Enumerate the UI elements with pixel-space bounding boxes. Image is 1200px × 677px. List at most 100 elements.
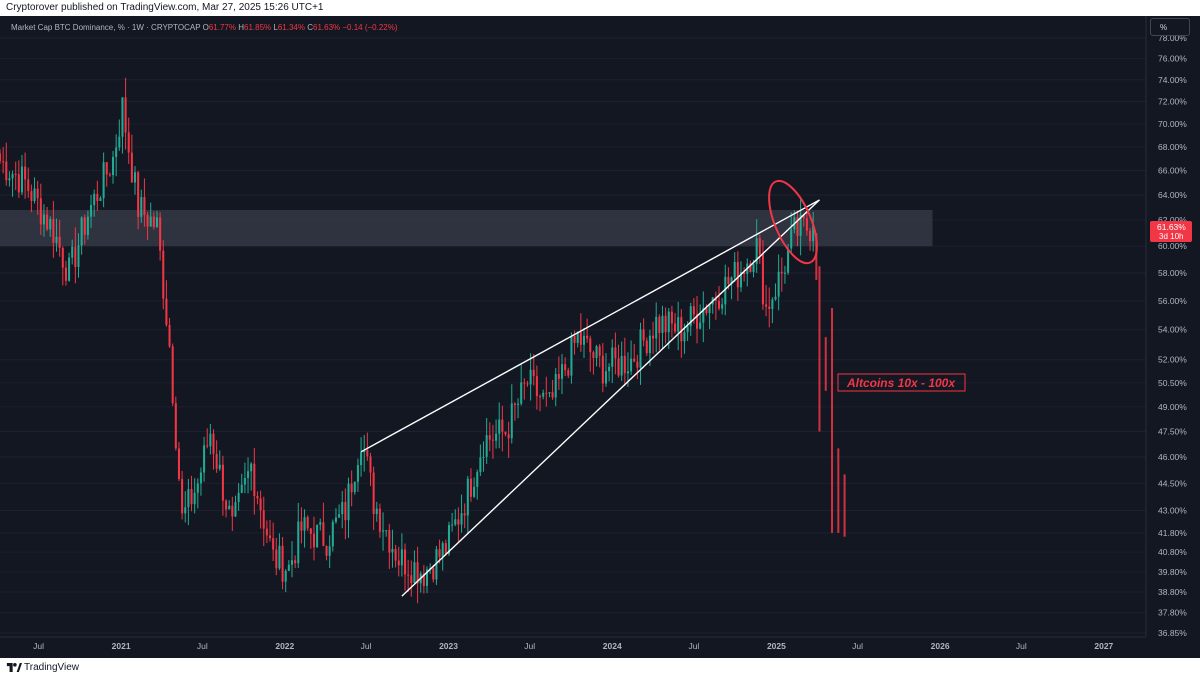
chart-area[interactable]: Altcoins 10x - 100x 78.00% 76.00% 74.00% 72… [0, 16, 1200, 658]
candle-body [334, 517, 337, 522]
candle-body [495, 433, 498, 441]
candle-body [306, 517, 309, 529]
projection-bar [837, 448, 840, 533]
price-axis[interactable]: 78.00% 76.00% 74.00% 72.00% 70.00% 68.00% 66.0… [1158, 33, 1187, 638]
candle-body [137, 172, 140, 217]
y-tick-label: 36.85% [1158, 628, 1187, 638]
candle-body [253, 463, 256, 497]
y-tick-label: 58.00% [1158, 268, 1187, 278]
percent-scale-button[interactable]: % [1150, 18, 1190, 36]
candle-body [247, 471, 250, 479]
candle-body [680, 317, 683, 342]
candle-body [105, 162, 108, 175]
candle-body [375, 508, 378, 515]
candle-body [438, 549, 441, 557]
candle-body [441, 543, 444, 557]
candle-body [74, 246, 77, 267]
candle-body [199, 472, 202, 484]
candle-body [422, 573, 425, 586]
candle-body [228, 505, 231, 510]
candle-body [278, 545, 281, 569]
candle-body [761, 254, 764, 305]
candle-body [80, 217, 83, 246]
candle-body [268, 535, 272, 539]
candle-body [586, 335, 589, 339]
candle-body [758, 238, 761, 255]
candle-body [491, 439, 494, 441]
candle-body [46, 214, 49, 230]
y-tick-label: 62.00% [1158, 215, 1187, 225]
candle-body [99, 198, 102, 201]
high-value: 61.85% [244, 23, 272, 32]
candle-body [262, 510, 265, 529]
candle-body [350, 483, 353, 493]
x-tick-label: Jul [361, 641, 372, 651]
annotation-label[interactable]: Altcoins 10x - 100x [837, 373, 966, 392]
breakout-circle[interactable] [759, 174, 827, 269]
candle-body [187, 489, 190, 508]
candle-body [284, 570, 287, 582]
candle-body [548, 392, 551, 394]
candle-body [670, 311, 673, 324]
candle-body [451, 524, 454, 526]
candle-body [460, 513, 463, 525]
candle-body [664, 315, 667, 333]
symbol-legend[interactable]: Market Cap BTC Dominance, % · 1W · CRYPT… [11, 23, 398, 32]
candle-body [290, 560, 294, 565]
candle-body [287, 564, 290, 571]
wedge-line [401, 199, 820, 597]
candle-body [708, 304, 711, 314]
candle-body [378, 508, 381, 532]
candle-body [130, 152, 133, 183]
candle-body [447, 525, 451, 555]
candle-body [407, 574, 410, 576]
candle-body [774, 296, 777, 300]
candle-body [240, 484, 243, 493]
candle-body [385, 530, 388, 532]
candle-body [689, 306, 692, 327]
candle-body [300, 521, 303, 531]
candle-body [507, 434, 510, 439]
candle-body [410, 575, 413, 583]
candle-body [765, 304, 768, 307]
candle-body [159, 217, 162, 251]
candle-body [435, 549, 438, 580]
published-text: Cryptorover published on TradingView.com… [6, 2, 324, 13]
candle-body [5, 161, 8, 181]
candle-body [127, 132, 130, 153]
x-tick-label: 2025 [767, 641, 786, 651]
annotation-text: Altcoins 10x - 100x [846, 376, 956, 390]
candle-body [645, 340, 648, 354]
candle-body [319, 522, 322, 525]
candle-body [55, 236, 58, 243]
projection-bar [843, 474, 846, 537]
price-chart[interactable]: Altcoins 10x - 100x 78.00% 76.00% 74.00% 72… [0, 16, 1200, 658]
candle-body [146, 214, 149, 227]
candle-body [391, 548, 394, 553]
low-value: 61.34% [277, 23, 305, 32]
price-badge: 61.63% 3d 10h [1150, 221, 1192, 242]
candle-body [620, 355, 623, 376]
candle-body [363, 450, 366, 453]
y-tick-label: 72.00% [1158, 97, 1187, 107]
tradingview-brand: TradingView [24, 662, 80, 673]
candle-body [234, 502, 237, 517]
candle-body [171, 346, 174, 404]
candle-body [115, 147, 118, 157]
time-axis[interactable]: Jul 2021 Jul 2022 Jul 2023 Jul 2024 Jul 2025 Jul 20… [33, 641, 1113, 651]
candle-body [256, 496, 259, 499]
candle-body [517, 403, 520, 405]
rising-wedge[interactable] [360, 199, 820, 597]
candle-body [341, 502, 344, 515]
candle-body [667, 311, 670, 333]
candle-body [674, 323, 677, 332]
candle-body [579, 331, 582, 345]
candle-body [677, 317, 680, 332]
y-tick-label: 37.80% [1158, 608, 1187, 618]
candle-body [501, 419, 504, 432]
candle-body [121, 97, 124, 137]
candle-body [727, 276, 730, 284]
candle-body [93, 193, 96, 206]
candle-body [0, 153, 2, 162]
y-tick-label: 38.80% [1158, 587, 1187, 597]
